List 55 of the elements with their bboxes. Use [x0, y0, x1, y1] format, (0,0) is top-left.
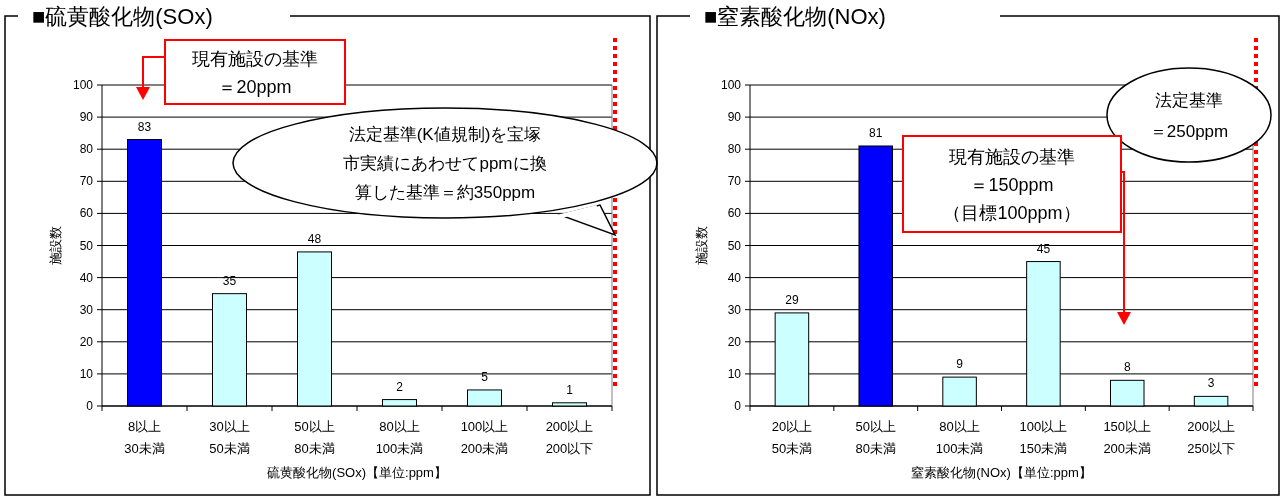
text: 法定基準＝250ppm — [1149, 90, 1229, 141]
annotation: 現有施設の基準＝150ppm（目標100ppm） — [943, 147, 1081, 223]
x-tick-label: 50以上 80未満 — [294, 419, 335, 456]
y-tick-label: 100 — [720, 78, 742, 92]
data-label: 5 — [481, 369, 489, 384]
y-tick-label: 30 — [727, 302, 742, 317]
y-tick-label: 90 — [727, 110, 742, 125]
x-tick-label: 100以上 150未満 — [1019, 419, 1068, 456]
data-label: 3 — [1207, 376, 1215, 391]
chart-title: ■窒素酸化物(NOx) — [704, 4, 886, 29]
y-tick-label: 80 — [79, 142, 94, 157]
y-tick-label: 50 — [79, 238, 94, 253]
x-tick-label: 150以上 200未満 — [1103, 419, 1152, 456]
y-tick-label: 70 — [727, 174, 742, 189]
x-tick-label: 200以上 200以下 — [545, 419, 594, 456]
y-tick-label: 50 — [727, 238, 742, 253]
x-axis-title: 窒素酸化物(NOx)【単位:ppm】 — [911, 465, 1092, 480]
y-tick-label: 60 — [727, 206, 742, 221]
data-label: 1 — [566, 382, 574, 397]
x-tick-label: 100以上 200未満 — [460, 419, 509, 456]
data-label: 83 — [137, 119, 152, 134]
y-tick-label: 60 — [79, 206, 94, 221]
y-tick-label: 10 — [727, 366, 742, 381]
x-tick-label: 80以上 100未満 — [935, 419, 984, 456]
y-tick-label: 10 — [79, 366, 94, 381]
y-tick-label: 20 — [727, 334, 742, 349]
y-tick-label: 70 — [79, 174, 94, 189]
data-label: 2 — [396, 379, 404, 394]
x-tick-label: 50以上 80未満 — [855, 419, 896, 456]
y-axis-title: 施設数 — [694, 226, 709, 265]
data-label: 35 — [222, 273, 237, 288]
annotation: 現有施設の基準＝20ppm — [192, 49, 318, 97]
y-tick-label: 30 — [79, 302, 94, 317]
y-tick-label: 90 — [79, 110, 94, 125]
x-tick-label: 200以上 250以下 — [1187, 419, 1235, 456]
data-label: 81 — [869, 125, 883, 140]
y-tick-label: 20 — [79, 334, 94, 349]
y-tick-label: 40 — [727, 270, 742, 285]
y-tick-label: 0 — [734, 399, 742, 413]
data-label: 8 — [1123, 360, 1131, 375]
text: 法定基準(K値規制)を宝塚市実績にあわせてppmに換算した基準＝約350ppm — [343, 125, 547, 202]
y-tick-label: 100 — [72, 78, 94, 92]
x-axis-title: 硫黄酸化物(SOx)【単位:ppm】 — [267, 465, 447, 480]
x-tick-label: 80以上 100未満 — [375, 419, 424, 456]
data-label: 29 — [785, 292, 799, 307]
y-tick-label: 40 — [79, 270, 94, 285]
data-label: 9 — [956, 357, 964, 372]
x-tick-label: 8以上 30未満 — [124, 419, 165, 456]
x-tick-label: 20以上 50未満 — [771, 419, 813, 456]
x-tick-label: 30以上 50未満 — [209, 419, 250, 456]
y-tick-label: 0 — [86, 399, 94, 413]
chart-title: ■硫黄酸化物(SOx) — [32, 4, 213, 29]
y-tick-label: 80 — [727, 142, 742, 157]
data-label: 48 — [307, 231, 322, 246]
y-axis-title: 施設数 — [48, 226, 63, 265]
